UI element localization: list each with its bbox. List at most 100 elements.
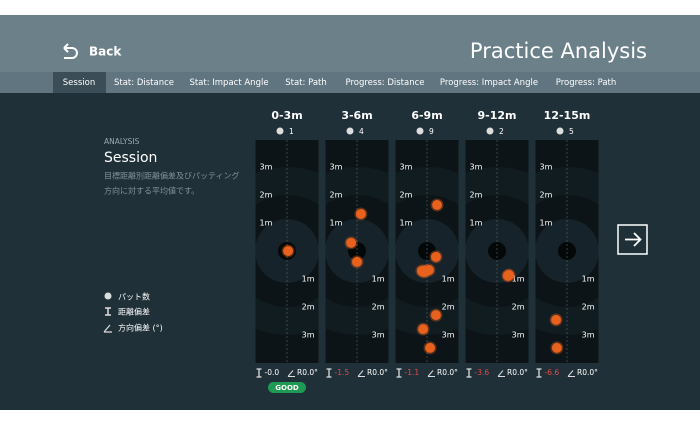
distance-icon [326, 368, 332, 378]
distance-tick-label: 1m [400, 218, 413, 227]
distance-bias: -6.6 [545, 368, 560, 377]
distance-tick-label: 1m [512, 274, 525, 283]
next-button[interactable] [617, 224, 648, 255]
distance-tick-label: 2m [372, 302, 385, 311]
shot-dot [550, 341, 564, 355]
distance-icon [105, 307, 111, 316]
distance-panel: 9-12m 2 3m 2m 1m 1m 2m 3m -3.6 R0.0° [465, 109, 529, 378]
angle-icon [497, 370, 505, 377]
range-label: 0-3m [271, 109, 302, 122]
tab[interactable]: Session [53, 72, 106, 93]
count-label: 2 [499, 127, 504, 136]
distance-tick-label: 2m [470, 190, 483, 199]
tab-label[interactable]: Progress: Distance [345, 78, 424, 88]
page-title: Practice Analysis [470, 39, 647, 63]
tab[interactable]: Progress: Impact Angle [440, 78, 538, 88]
count-label: 9 [429, 127, 434, 136]
tab[interactable]: Progress: Path [556, 78, 617, 88]
angle-bias: R0.0° [507, 368, 528, 377]
tab[interactable]: Stat: Distance [114, 78, 174, 88]
distance-tick-label: 3m [260, 162, 273, 171]
distance-panel: 6-9m 9 3m 2m 1m 1m 2m 3m -1.1 R0.0° [395, 109, 459, 378]
info-description: 目標距離別距離偏差及びパッティング [104, 171, 240, 181]
range-label: 9-12m [478, 109, 517, 122]
tab-label[interactable]: Progress: Impact Angle [440, 78, 538, 88]
distance-tick-label: 3m [442, 330, 455, 339]
distance-tick-label: 3m [512, 330, 525, 339]
distance-tick-label: 3m [372, 330, 385, 339]
angle-bias: R0.0° [437, 368, 458, 377]
info-kicker: ANALYSIS [104, 137, 140, 146]
tab[interactable]: Stat: Path [285, 78, 327, 88]
tab[interactable]: Stat: Impact Angle [189, 78, 268, 88]
ring [488, 241, 506, 260]
angle-icon [357, 370, 365, 377]
distance-tick-label: 1m [540, 218, 553, 227]
legend: パット数 距離偏差 方向偏差 (°) [103, 292, 163, 333]
shot-dot [430, 198, 444, 212]
distance-tick-label: 1m [442, 274, 455, 283]
angle-bias: R0.0° [367, 368, 388, 377]
ball-icon [416, 127, 424, 135]
distance-bias: -1.5 [335, 368, 350, 377]
distance-icon [396, 368, 402, 378]
distance-tick-label: 2m [540, 190, 553, 199]
status-label: GOOD [275, 384, 299, 392]
distance-tick-label: 2m [330, 190, 343, 199]
header-bar [0, 15, 700, 72]
range-label: 6-9m [411, 109, 442, 122]
active-tab-bg[interactable] [53, 72, 106, 93]
field-clip [325, 140, 389, 363]
distance-tick-label: 3m [400, 162, 413, 171]
tab-label[interactable]: Stat: Impact Angle [189, 78, 268, 88]
distance-tick-label: 3m [540, 162, 553, 171]
count-label: 5 [569, 127, 574, 136]
distance-tick-label: 1m [582, 274, 595, 283]
shot-dot [281, 244, 295, 258]
ball-icon [276, 127, 284, 135]
back-button[interactable]: Back [63, 43, 122, 59]
legend-label: 方向偏差 (°) [118, 323, 163, 333]
info-title: Session [104, 150, 157, 166]
distance-icon [536, 368, 542, 378]
distance-tick-label: 1m [260, 218, 273, 227]
ball-icon [486, 127, 494, 135]
distance-bias: -0.0 [265, 368, 280, 377]
tab-bar [0, 72, 700, 93]
tab-label[interactable]: Stat: Path [285, 78, 327, 88]
distance-tick-label: 1m [470, 218, 483, 227]
distance-tick-label: 3m [330, 162, 343, 171]
tab[interactable]: Progress: Distance [345, 78, 424, 88]
tab-label[interactable]: Progress: Path [556, 78, 617, 88]
distance-bias: -1.1 [405, 368, 420, 377]
distance-tick-label: 2m [582, 302, 595, 311]
ball-icon [346, 127, 354, 135]
distance-tick-label: 1m [372, 274, 385, 283]
tab-label[interactable]: Stat: Distance [114, 78, 174, 88]
shot-dot [429, 250, 443, 264]
field-clip [535, 140, 599, 363]
tab-label[interactable]: Session [63, 78, 95, 88]
count-label: 1 [289, 127, 294, 136]
distance-tick-label: 2m [302, 302, 315, 311]
distance-tick-label: 2m [260, 190, 273, 199]
distance-bias: -3.6 [475, 368, 490, 377]
green-field [535, 140, 599, 363]
distance-icon [256, 368, 262, 378]
distance-tick-label: 2m [400, 190, 413, 199]
shot-dot [549, 313, 563, 327]
shot-dot [350, 255, 364, 269]
status-badge [268, 382, 306, 393]
distance-panel: 3-6m 4 3m 2m 1m 1m 2m 3m -1.5 R0.0° [325, 109, 389, 378]
range-label: 3-6m [341, 109, 372, 122]
distance-tick-label: 1m [330, 218, 343, 227]
distance-tick-label: 1m [302, 274, 315, 283]
ball-icon [104, 292, 112, 300]
field-clip [395, 140, 459, 363]
legend-label: 距離偏差 [118, 307, 150, 317]
shot-dot [354, 207, 368, 221]
back-label[interactable]: Back [89, 45, 122, 59]
angle-icon [103, 324, 112, 333]
shot-dot [416, 322, 430, 336]
